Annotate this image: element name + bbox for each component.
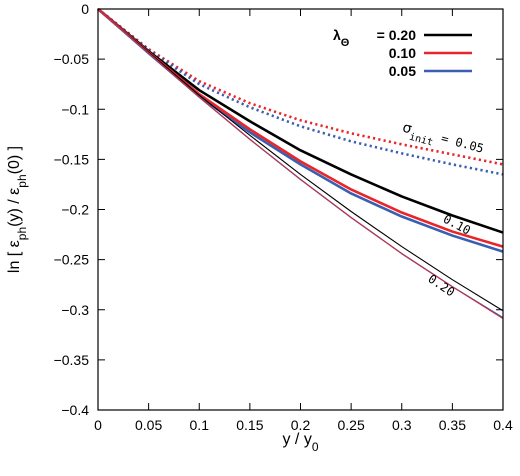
annotation-3: 0.20 [425,272,457,300]
legend-symbol: λΘ [333,27,350,49]
x-tick-label: 0.2 [291,417,311,433]
y-tick-label: −0.1 [61,101,89,117]
y-tick-label: −0.3 [61,302,89,318]
series-line-3 [97,8,504,234]
x-tick-label: 0.05 [135,417,162,433]
y-tick-label: 0 [81,1,89,17]
annotation-layer: σinit = 0.050.100.20 [401,120,486,300]
x-tick-label: 0.25 [338,417,365,433]
axis-labels: y / y0 ln [ εph(y) / εph(0) ] [6,146,319,454]
series-line-6 [97,8,504,312]
series-line-1 [97,7,504,166]
legend-label-3: 0.05 [389,63,416,79]
y-tick-label: −0.4 [61,402,89,418]
y-axis-label: ln [ εph(y) / εph(0) ] [6,146,29,273]
series-line-8 [97,8,504,320]
legend-label-2: 0.10 [389,45,416,61]
x-tick-label: 0.4 [493,417,513,433]
x-tick-label: 0.1 [190,417,210,433]
x-tick-label: 0.35 [439,417,466,433]
x-tick-label: 0.3 [392,417,412,433]
y-tick-label: −0.15 [54,151,90,167]
x-tick-label: 0 [94,417,102,433]
legend-label-1: = 0.20 [377,27,417,43]
y-tick-label: −0.2 [61,202,89,218]
y-tick-label: −0.05 [54,51,90,67]
y-tick-label: −0.35 [54,352,90,368]
legend: λΘ = 0.20 0.10 0.05 [333,27,472,79]
tick-layer: 0 0.05 0.1 0.15 0.2 0.25 0.3 0.35 0.4 0 −0.05 −0.1 −… [54,1,513,433]
plot-frame [97,8,504,411]
y-tick-label: −0.25 [54,252,90,268]
x-axis-label: y / y0 [282,431,318,454]
x-tick-label: 0.15 [236,417,263,433]
series-layer [97,7,504,320]
